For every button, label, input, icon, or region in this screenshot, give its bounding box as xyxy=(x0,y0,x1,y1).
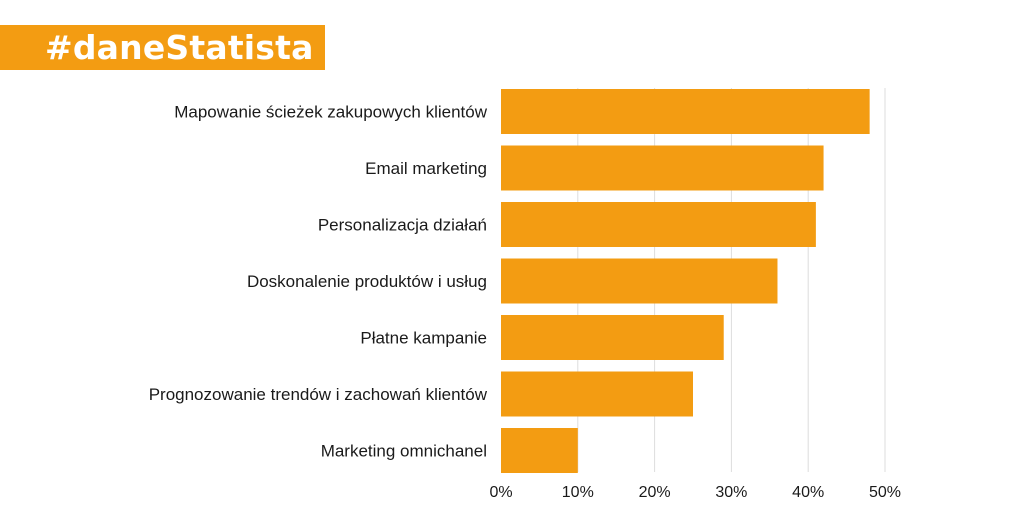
bar xyxy=(501,202,816,247)
category-label: Personalizacja działań xyxy=(318,216,487,235)
category-label: Płatne kampanie xyxy=(360,329,487,348)
x-tick-label: 0% xyxy=(489,484,512,501)
x-tick-label: 20% xyxy=(639,484,671,501)
x-tick-label: 40% xyxy=(792,484,824,501)
bar xyxy=(501,315,724,360)
category-label: Marketing omnichanel xyxy=(321,442,487,461)
x-axis-ticks: 0% 10% 20% 30% 40% 50% xyxy=(489,484,901,501)
brand-label: #daneStatista xyxy=(45,28,314,67)
bar xyxy=(501,89,870,134)
bar xyxy=(501,428,578,473)
bar xyxy=(501,145,824,191)
bar xyxy=(501,371,693,417)
bar xyxy=(501,258,778,304)
category-label: Mapowanie ścieżek zakupowych klientów xyxy=(174,103,487,122)
category-label: Email marketing xyxy=(365,159,487,178)
x-tick-label: 50% xyxy=(869,484,901,501)
bars xyxy=(501,89,870,473)
brand-badge: #daneStatista xyxy=(0,25,325,70)
category-label: Doskonalenie produktów i usług xyxy=(247,272,487,291)
category-label: Prognozowanie trendów i zachowań klientó… xyxy=(149,385,488,404)
x-tick-label: 30% xyxy=(715,484,747,501)
category-labels: Mapowanie ścieżek zakupowych klientów Ema… xyxy=(149,103,488,461)
x-tick-label: 10% xyxy=(562,484,594,501)
